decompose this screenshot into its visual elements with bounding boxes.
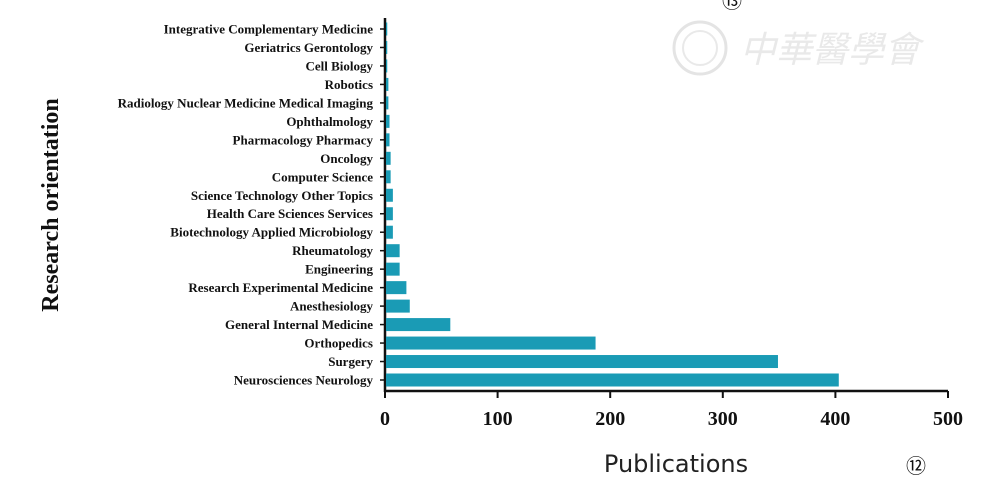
category-label: Health Care Sciences Services xyxy=(207,206,373,221)
watermark-logo: 中華醫學會 xyxy=(672,20,925,76)
bar-computer-science xyxy=(386,170,391,184)
x-tick-label: 300 xyxy=(708,408,738,430)
category-label: Integrative Complementary Medicine xyxy=(164,22,374,37)
category-label: Ophthalmology xyxy=(286,114,373,129)
x-tick-label: 200 xyxy=(595,408,625,430)
category-label: General Internal Medicine xyxy=(225,317,373,332)
x-ticks: 0 100 200 300 400 500 xyxy=(380,391,963,430)
x-tick-label: 0 xyxy=(380,408,390,430)
category-label: Surgery xyxy=(328,354,373,369)
bar-radiology-nuclear-medicine-medical-imaging xyxy=(386,96,389,110)
bar-science-technology-other-topics xyxy=(386,188,393,202)
category-label: Computer Science xyxy=(272,169,373,184)
bar-anesthesiology xyxy=(386,299,410,313)
category-label: Radiology Nuclear Medicine Medical Imagi… xyxy=(118,95,374,110)
category-label: Biotechnology Applied Microbiology xyxy=(170,225,373,240)
bar-oncology xyxy=(386,151,391,165)
bar-neurosciences-neurology xyxy=(386,373,839,387)
bar-research-experimental-medicine xyxy=(386,281,407,295)
watermark-text: 中華醫學會 xyxy=(740,30,925,71)
bar-geriatrics-gerontology xyxy=(386,40,388,54)
x-tick-label: 100 xyxy=(483,408,513,430)
category-label: Science Technology Other Topics xyxy=(191,188,373,203)
category-label: Orthopedics xyxy=(304,336,373,351)
bar-integrative-complementary-medicine xyxy=(386,22,388,36)
category-label: Rheumatology xyxy=(292,243,373,258)
bar-rheumatology xyxy=(386,244,400,258)
x-tick-label: 500 xyxy=(933,408,963,430)
bar-robotics xyxy=(386,77,389,91)
x-axis-title: Publications xyxy=(604,450,748,478)
bar-pharmacology-pharmacy xyxy=(386,133,390,147)
category-label: Research Experimental Medicine xyxy=(188,280,373,295)
category-label: Pharmacology Pharmacy xyxy=(233,132,374,147)
bar-biotechnology-applied-microbiology xyxy=(386,225,393,239)
category-label: Geriatrics Gerontology xyxy=(244,40,373,55)
category-label: Anesthesiology xyxy=(290,299,374,314)
bar-orthopedics xyxy=(386,336,596,350)
category-label: Engineering xyxy=(305,262,373,277)
bar-general-internal-medicine xyxy=(386,318,451,332)
category-label: Neurosciences Neurology xyxy=(234,373,374,388)
category-label: Robotics xyxy=(325,77,373,92)
category-label: Cell Biology xyxy=(305,58,373,73)
category-labels: Neurosciences Neurology Surgery Orthopedic… xyxy=(118,22,385,388)
bar-ophthalmology xyxy=(386,114,390,128)
y-axis-title: Research orientation xyxy=(38,98,64,312)
bar-surgery xyxy=(386,355,778,369)
panel-marker-top: ⑬ xyxy=(722,0,742,13)
panel-marker: ⑫ xyxy=(906,455,926,478)
category-label: Oncology xyxy=(320,151,373,166)
bar-engineering xyxy=(386,262,400,276)
bar-cell-biology xyxy=(386,59,388,73)
bars-layer xyxy=(386,22,839,387)
x-tick-label: 400 xyxy=(820,408,850,430)
bar-health-care-sciences-services xyxy=(386,207,393,221)
